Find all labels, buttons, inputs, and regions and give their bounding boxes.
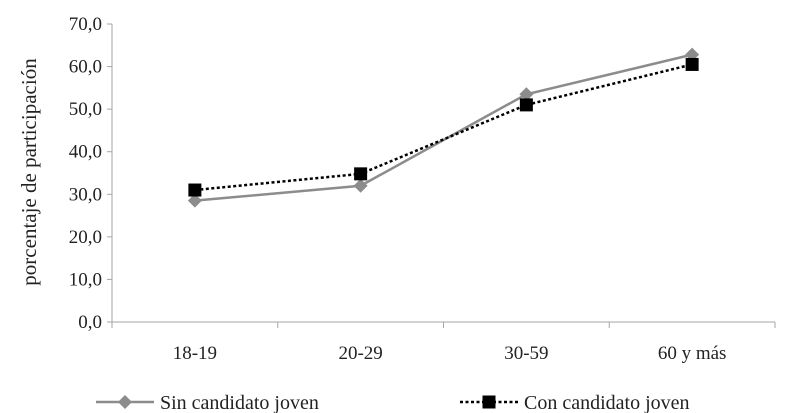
y-axis: 0,0 10,0 20,0 30,0 40,0 50,0 60,0 70,0 [69,14,113,333]
legend-label: Con candidato joven [524,392,690,413]
x-tick-label: 30-59 [504,343,548,364]
data-point [519,98,533,112]
data-point [685,57,699,71]
y-tick-label: 0,0 [78,312,102,333]
x-tick-label: 20-29 [338,343,382,364]
data-point [353,178,368,193]
data-point [519,87,534,102]
y-axis-title: porcentaje de participación [17,58,41,286]
y-tick-label: 10,0 [69,269,102,290]
x-tick-label: 60 y más [658,343,727,364]
series-2 [188,57,699,197]
data-point [188,183,202,197]
data-point [187,193,202,208]
legend: Sin candidato joven Con candidato joven [96,392,690,413]
y-tick-label: 50,0 [69,99,102,120]
legend-label: Sin candidato joven [160,392,319,413]
legend-item: Con candidato joven [460,392,690,413]
legend-item: Sin candidato joven [96,392,319,413]
series-line [194,63,693,192]
legend-marker [118,395,132,409]
y-tick-label: 20,0 [69,227,102,248]
legend-marker [482,395,496,409]
series-layer [187,47,700,208]
data-point [354,167,368,181]
series-1 [187,47,700,208]
series-line [194,53,693,202]
x-tick-label: 18-19 [173,343,217,364]
x-axis: 18-19 20-29 30-59 60 y más [111,321,776,364]
y-tick-label: 40,0 [69,142,102,163]
y-tick-label: 60,0 [69,57,102,78]
y-tick-label: 30,0 [69,184,102,205]
y-tick-label: 70,0 [69,14,102,35]
